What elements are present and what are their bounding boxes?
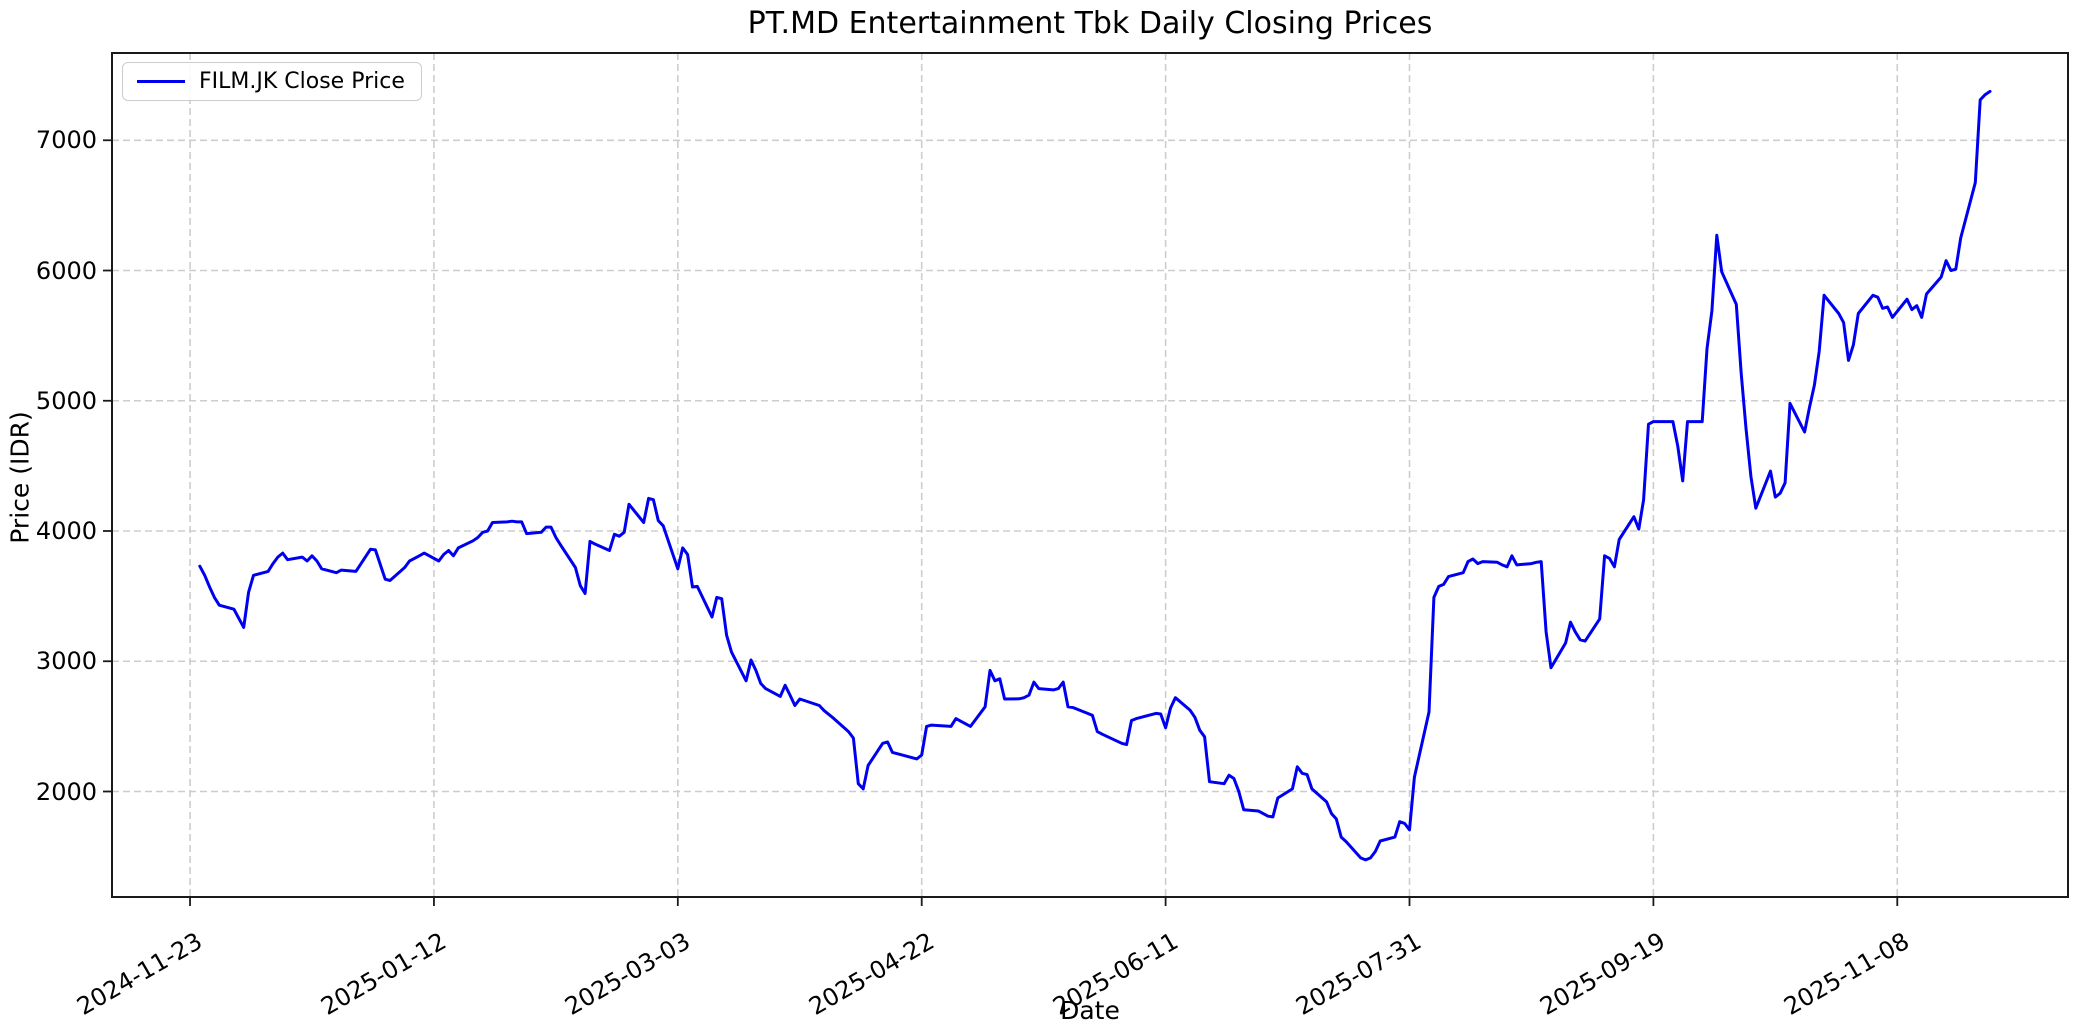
plot-spines [111, 52, 2069, 898]
y-tick-label: 5000 [35, 386, 97, 415]
y-tick-label: 6000 [35, 256, 97, 285]
y-axis-label: Price (IDR) [5, 411, 35, 544]
y-tick-label: 4000 [35, 517, 97, 545]
tick-marks [103, 139, 1899, 906]
legend-box: FILM.JK Close Price [122, 62, 422, 101]
chart-title: PT.MD Entertainment Tbk Daily Closing Pr… [747, 6, 1433, 41]
gridlines [112, 53, 2068, 897]
legend-line-swatch-icon [137, 80, 185, 83]
y-tick-label: 7000 [35, 126, 97, 155]
y-tick-label: 2000 [35, 777, 97, 806]
legend-label: FILM.JK Close Price [199, 69, 405, 94]
y-tick-label: 3000 [35, 647, 97, 676]
close-price-line [198, 89, 1992, 862]
x-axis-label: Date [1060, 996, 1120, 1025]
